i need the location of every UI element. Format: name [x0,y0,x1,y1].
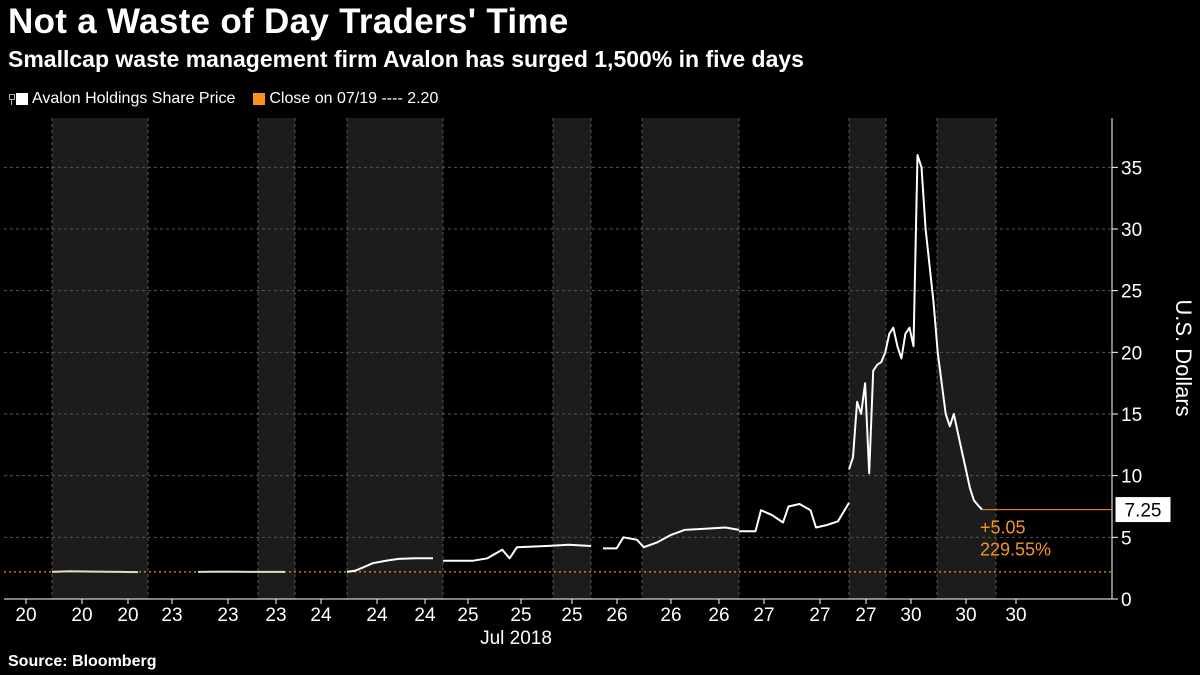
y-tick-label: 30 [1121,220,1142,241]
x-tick-label: 20 [117,605,138,626]
line-chart-icon [8,93,15,105]
x-tick-label: 30 [900,605,921,626]
session-band [553,118,591,599]
chart-subtitle: Smallcap waste management firm Avalon ha… [8,46,804,72]
x-tick-label: 26 [660,605,681,626]
y-tick-label: 0 [1121,590,1132,611]
change-absolute-label: +5.05 [980,518,1026,538]
x-tick-label: 30 [955,605,976,626]
change-percent-label: 229.55% [980,540,1051,560]
x-tick-label: 24 [310,605,332,626]
x-tick-label: 25 [510,605,531,626]
session-band [849,118,886,599]
y-tick-label: 20 [1121,343,1142,364]
price-series-line [848,154,983,511]
last-value-box [1115,497,1171,523]
price-series-line [443,543,592,562]
x-tick-label: 24 [366,605,388,626]
x-tick-label: 30 [1005,605,1026,626]
session-band [937,118,996,599]
y-axis-title: U.S. Dollars [1171,299,1196,416]
session-band [347,118,443,599]
session-band [258,118,295,599]
price-series-line [51,570,139,574]
x-tick-label: 26 [606,605,627,626]
x-tick-label: 23 [217,605,238,626]
price-series-line [739,502,850,533]
x-tick-label: 20 [71,605,92,626]
x-tick-label: 27 [753,605,774,626]
x-tick-label: 26 [708,605,729,626]
x-tick-label: 25 [457,605,478,626]
x-tick-label: 20 [15,605,36,626]
x-tick-label: 24 [414,605,436,626]
session-band [642,118,739,599]
source-note: Source: Bloomberg [8,653,157,670]
y-tick-label: 25 [1121,282,1142,303]
price-series-line [603,526,740,550]
legend-item-share-price[interactable]: Avalon Holdings Share Price [8,90,235,108]
x-tick-label: 23 [161,605,182,626]
x-tick-label: 25 [561,605,582,626]
legend-label-close: Close on 07/19 ---- 2.20 [269,90,439,107]
last-value-label: 7.25 [1125,501,1162,522]
y-tick-label: 15 [1121,405,1142,426]
x-axis-title: Jul 2018 [480,628,552,649]
x-tick-label: 23 [265,605,286,626]
series-swatch [16,93,28,105]
x-tick-label: 27 [809,605,830,626]
chart-title: Not a Waste of Day Traders' Time [8,2,569,41]
legend-item-close[interactable]: Close on 07/19 ---- 2.20 [253,90,438,108]
session-band [52,118,148,599]
x-tick-label: 27 [855,605,876,626]
legend-label-share-price: Avalon Holdings Share Price [32,90,236,107]
y-tick-label: 5 [1121,528,1132,549]
y-tick-label: 35 [1121,158,1142,179]
chart-legend: Avalon Holdings Share Price Close on 07/… [8,90,456,108]
reference-swatch [253,93,266,105]
y-tick-label: 10 [1121,467,1142,488]
price-series-line [346,557,433,573]
